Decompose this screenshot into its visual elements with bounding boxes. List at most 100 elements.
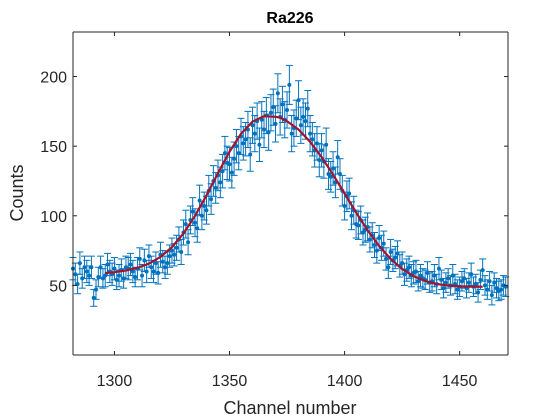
data-marker: [160, 259, 165, 264]
data-marker: [328, 174, 333, 179]
data-point: [297, 106, 305, 144]
data-marker: [100, 276, 105, 281]
data-point: [87, 255, 95, 279]
data-marker: [140, 273, 145, 278]
data-marker: [234, 144, 239, 149]
data-marker: [174, 245, 179, 250]
data-marker: [305, 106, 310, 111]
data-marker: [151, 269, 156, 274]
data-marker: [367, 237, 372, 242]
data-marker: [469, 272, 474, 277]
data-marker: [213, 185, 218, 190]
data-marker: [248, 152, 253, 157]
data-point: [186, 205, 194, 235]
data-point: [327, 160, 335, 193]
data-point: [403, 258, 411, 282]
data-marker: [241, 141, 246, 146]
data-marker: [137, 256, 142, 261]
data-point: [173, 234, 181, 261]
data-marker: [84, 269, 89, 274]
data-marker: [303, 119, 308, 124]
data-marker: [82, 265, 87, 270]
data-point: [272, 105, 280, 143]
data-marker: [163, 265, 168, 270]
data-marker: [257, 142, 262, 147]
data-point: [391, 245, 399, 270]
data-marker: [499, 287, 504, 292]
data-point: [295, 80, 303, 121]
data-marker: [347, 191, 352, 196]
data-marker: [195, 226, 200, 231]
data-marker: [361, 230, 365, 235]
data-marker: [402, 272, 407, 277]
data-point: [490, 272, 498, 293]
data-marker: [308, 131, 313, 136]
data-marker: [167, 254, 172, 259]
data-point: [285, 64, 293, 105]
data-marker: [372, 243, 377, 248]
data-marker: [275, 91, 280, 96]
data-point: [465, 272, 473, 293]
data-marker: [149, 265, 154, 270]
axes: [72, 31, 509, 356]
data-marker: [319, 148, 324, 153]
data-marker: [268, 110, 273, 115]
data-marker: [169, 248, 174, 253]
data-marker: [324, 142, 329, 147]
data-marker: [377, 236, 382, 241]
data-marker: [144, 269, 149, 274]
data-point: [216, 166, 224, 199]
data-marker: [298, 123, 303, 128]
data-point: [198, 201, 206, 231]
data-marker: [130, 269, 135, 274]
data-marker: [386, 265, 391, 270]
y-tick-label: 50: [49, 278, 67, 295]
data-marker: [229, 170, 234, 175]
data-marker: [262, 127, 267, 132]
data-marker: [133, 275, 138, 280]
data-point: [451, 273, 459, 295]
data-marker: [172, 252, 177, 257]
data-point: [361, 216, 369, 243]
data-marker: [192, 220, 197, 225]
data-marker: [388, 249, 393, 254]
data-marker: [459, 279, 464, 284]
data-marker: [218, 180, 223, 185]
data-marker: [296, 98, 301, 103]
data-marker: [273, 121, 278, 126]
data-marker: [89, 265, 94, 270]
data-marker: [446, 276, 451, 281]
data-marker: [183, 222, 188, 227]
x-tick-label: 1350: [212, 373, 248, 390]
data-point: [387, 238, 395, 266]
data-marker: [227, 162, 232, 167]
data-marker: [310, 137, 315, 142]
x-axis-label: Channel number: [223, 398, 356, 418]
data-marker: [480, 268, 485, 273]
data-marker: [128, 262, 133, 267]
data-marker: [349, 213, 354, 218]
data-marker: [289, 131, 294, 136]
data-marker: [199, 213, 204, 218]
data-point: [154, 261, 162, 285]
data-marker: [356, 223, 361, 228]
data-marker: [105, 262, 110, 267]
data-marker: [482, 283, 487, 288]
chart-title: Ra226: [266, 10, 313, 27]
data-marker: [87, 273, 92, 278]
data-point: [304, 89, 312, 128]
y-tick-label: 100: [40, 209, 67, 226]
data-marker: [243, 137, 248, 142]
data-marker: [407, 265, 412, 270]
tick-layer: 1300 1350 1400 1450 50 100 150 200: [40, 32, 508, 390]
data-marker: [326, 172, 331, 177]
y-tick-label: 200: [40, 70, 67, 87]
data-marker: [476, 290, 481, 295]
y-tick-label: 150: [40, 139, 67, 156]
plot-area: [73, 32, 508, 355]
data-marker: [186, 240, 191, 245]
data-marker: [455, 287, 460, 292]
data-marker: [393, 255, 398, 260]
data-marker: [489, 293, 494, 298]
data-marker: [117, 273, 122, 278]
